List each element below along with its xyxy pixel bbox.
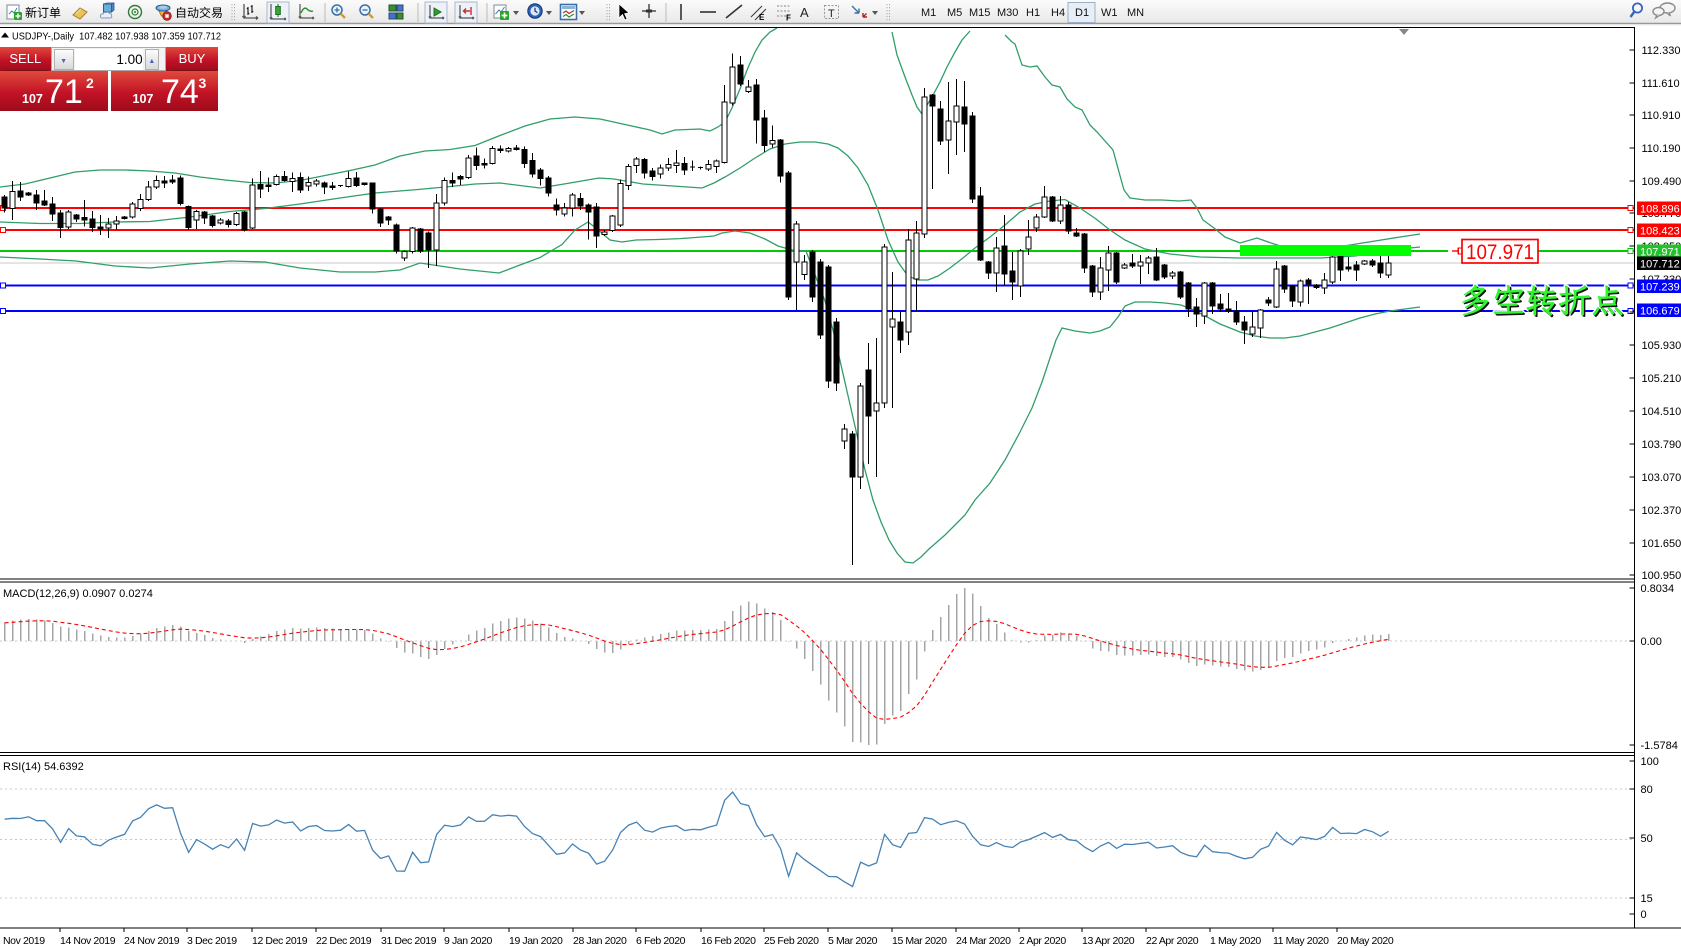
svg-text:9 Jan 2020: 9 Jan 2020 [444,935,493,947]
svg-text:15: 15 [1641,893,1653,905]
svg-text:E: E [759,13,765,22]
svg-text:24 Mar 2020: 24 Mar 2020 [956,935,1011,947]
svg-text:RSI(14) 54.6392: RSI(14) 54.6392 [3,761,84,773]
svg-text:108.423: 108.423 [1640,226,1680,238]
svg-text:31 Dec 2019: 31 Dec 2019 [381,935,437,947]
svg-text:103.070: 103.070 [1642,472,1681,484]
svg-text:T: T [828,8,835,20]
svg-text:107.712: 107.712 [1640,259,1680,271]
svg-text:101.650: 101.650 [1642,538,1681,550]
svg-text:111.610: 111.610 [1642,78,1680,90]
svg-text:24 Nov 2019: 24 Nov 2019 [124,935,180,947]
svg-text:110.910: 110.910 [1642,110,1681,122]
svg-text:M5: M5 [947,7,962,19]
svg-text:0.8034: 0.8034 [1641,583,1675,595]
svg-text:108.896: 108.896 [1640,204,1680,216]
svg-text:107.971: 107.971 [1466,240,1534,264]
svg-text:107.239: 107.239 [1640,282,1680,294]
svg-text:A: A [800,5,809,20]
svg-text:M30: M30 [997,7,1018,19]
svg-text:28 Jan 2020: 28 Jan 2020 [573,935,627,947]
svg-text:104.510: 104.510 [1642,406,1681,418]
svg-text:12 Dec 2019: 12 Dec 2019 [252,935,308,947]
svg-text:100: 100 [1641,756,1659,768]
svg-text:103.790: 103.790 [1642,439,1681,451]
svg-text:50: 50 [1641,833,1653,845]
svg-text:F: F [786,14,791,23]
svg-text:16 Feb 2020: 16 Feb 2020 [701,935,756,947]
svg-text:105.930: 105.930 [1642,340,1681,352]
svg-text:-1.5784: -1.5784 [1641,740,1678,752]
svg-text:H4: H4 [1051,7,1065,19]
svg-text:1 May 2020: 1 May 2020 [1210,935,1261,947]
svg-text:5 Mar 2020: 5 Mar 2020 [828,935,878,947]
svg-text:110.190: 110.190 [1642,143,1681,155]
svg-text:107.971: 107.971 [1640,247,1680,259]
svg-text:20 May 2020: 20 May 2020 [1337,935,1394,947]
svg-text:MACD(12,26,9) 0.0907 0.0274: MACD(12,26,9) 0.0907 0.0274 [3,588,153,600]
svg-text:D1: D1 [1075,7,1089,19]
svg-text:19 Jan 2020: 19 Jan 2020 [509,935,563,947]
svg-text:22 Dec 2019: 22 Dec 2019 [316,935,372,947]
svg-text:106.679: 106.679 [1640,306,1680,318]
svg-text:80: 80 [1641,784,1653,796]
svg-text:25 Feb 2020: 25 Feb 2020 [764,935,819,947]
svg-text:13 Apr 2020: 13 Apr 2020 [1082,935,1135,947]
svg-text:H1: H1 [1026,7,1040,19]
svg-text:MN: MN [1127,7,1144,19]
svg-text:M1: M1 [921,7,936,19]
svg-text:Nov 2019: Nov 2019 [3,935,45,947]
svg-text:USDJPY-,Daily 107.482 107.938: USDJPY-,Daily 107.482 107.938 107.359 10… [12,31,221,43]
svg-text:2 Apr 2020: 2 Apr 2020 [1019,935,1066,947]
svg-text:102.370: 102.370 [1642,505,1681,517]
svg-text:109.490: 109.490 [1642,176,1681,188]
svg-text:22 Apr 2020: 22 Apr 2020 [1146,935,1199,947]
svg-text:0: 0 [1641,909,1647,921]
svg-text:11 May 2020: 11 May 2020 [1273,935,1329,947]
svg-text:W1: W1 [1101,7,1118,19]
svg-text:112.330: 112.330 [1642,45,1681,57]
svg-text:100.950: 100.950 [1642,570,1681,582]
svg-text:14 Nov 2019: 14 Nov 2019 [60,935,116,947]
svg-text:3 Dec 2019: 3 Dec 2019 [187,935,237,947]
svg-text:M15: M15 [969,7,990,19]
svg-text:15 Mar 2020: 15 Mar 2020 [892,935,947,947]
svg-text:105.210: 105.210 [1642,373,1681,385]
svg-text:6 Feb 2020: 6 Feb 2020 [636,935,686,947]
svg-text:0.00: 0.00 [1641,636,1662,648]
